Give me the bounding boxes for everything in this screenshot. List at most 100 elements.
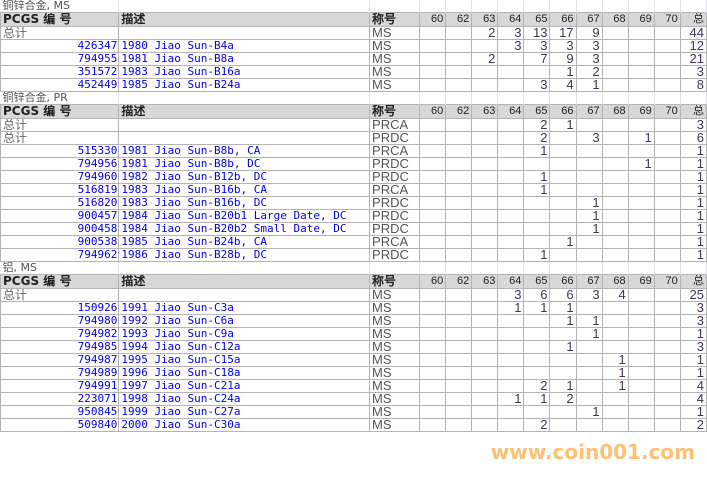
pcgs-number-link[interactable]: 794989 [0,366,120,380]
section-title: 铜锌合金, MS [0,0,120,13]
header-grade-66: 66 [549,104,577,119]
count-60 [419,131,447,145]
totals-row: 总计 MS 3 6 6 3 4 25 [0,288,707,302]
count-65 [523,353,551,367]
count-67: 9 [575,26,603,40]
count-60 [419,288,447,302]
count-62 [445,379,473,393]
description-link[interactable]: 1998 Jiao Sun-C24a [118,392,371,406]
description-link[interactable]: 1992 Jiao Sun-C6a [118,314,371,328]
count-66 [549,353,577,367]
description-link[interactable]: 1984 Jiao Sun-B20b1 Large Date, DC [118,209,371,223]
description-link[interactable]: 1999 Jiao Sun-C27a [118,405,371,419]
count-63 [471,170,499,184]
count-65: 7 [523,52,551,66]
pcgs-number-link[interactable]: 794980 [0,314,120,328]
pcgs-number-link[interactable]: 223071 [0,392,120,406]
pcgs-number-link[interactable]: 794985 [0,340,120,354]
count-65 [523,65,551,79]
description-link[interactable]: 1995 Jiao Sun-C15a [118,353,371,367]
pcgs-number-link[interactable]: 515330 [0,144,120,158]
designation: MS [369,353,421,367]
pcgs-number-link[interactable]: 426347 [0,39,120,53]
count-66: 4 [549,78,577,92]
count-60 [419,78,447,92]
description-link[interactable]: 1983 Jiao Sun-B16b, CA [118,183,371,197]
row-total: 8 [679,78,707,92]
row-total: 1 [679,209,707,223]
designation: MS [369,26,421,40]
pcgs-number-link[interactable]: 794960 [0,170,120,184]
section-title: 铝, MS [0,261,120,275]
header-grade-60: 60 [419,274,447,289]
description-link[interactable]: 1983 Jiao Sun-B16b, DC [118,196,371,210]
description-link[interactable]: 1986 Jiao Sun-B28b, DC [118,248,371,262]
description-link[interactable]: 1982 Jiao Sun-B12b, DC [118,170,371,184]
pcgs-number-link[interactable]: 794962 [0,248,120,262]
pcgs-number-link[interactable]: 516819 [0,183,120,197]
header-grade-68: 68 [601,12,629,27]
pcgs-number-link[interactable]: 794991 [0,379,120,393]
description-link[interactable]: 1996 Jiao Sun-C18a [118,366,371,380]
description-link[interactable]: 1991 Jiao Sun-C3a [118,301,371,315]
count-68 [601,314,629,328]
count-68 [601,209,629,223]
count-68 [601,26,629,40]
pcgs-number-link[interactable]: 794956 [0,157,120,171]
count-60 [419,353,447,367]
description-link[interactable]: 1984 Jiao Sun-B20b2 Small Date, DC [118,222,371,236]
description-link[interactable]: 2000 Jiao Sun-C30a [118,418,371,432]
pcgs-number-link[interactable]: 351572 [0,65,120,79]
count-66: 1 [549,314,577,328]
count-64 [497,52,525,66]
pcgs-number-link[interactable]: 900457 [0,209,120,223]
description-link[interactable]: 1981 Jiao Sun-B8b, DC [118,157,371,171]
pcgs-number-link[interactable]: 950845 [0,405,120,419]
designation: MS [369,340,421,354]
pcgs-number-link[interactable]: 794982 [0,327,120,341]
description-link[interactable]: 1994 Jiao Sun-C12a [118,340,371,354]
count-62 [445,405,473,419]
description-link[interactable]: 1980 Jiao Sun-B4a [118,39,371,53]
count-63 [471,379,499,393]
pcgs-number-link[interactable]: 452449 [0,78,120,92]
count-67 [575,248,603,262]
count-70 [653,78,681,92]
designation: MS [369,65,421,79]
count-68 [601,327,629,341]
count-64 [497,170,525,184]
pcgs-number-link[interactable]: 794987 [0,353,120,367]
header-grade-65: 65 [523,12,551,27]
pcgs-number-link[interactable]: 900538 [0,235,120,249]
header-total: 总 [679,104,707,119]
count-62 [445,327,473,341]
designation: MS [369,39,421,53]
row-total: 1 [679,196,707,210]
count-64: 3 [497,39,525,53]
description-link[interactable]: 1993 Jiao Sun-C9a [118,327,371,341]
count-68 [601,340,629,354]
count-60 [419,301,447,315]
pcgs-number-link[interactable]: 150926 [0,301,120,315]
row-total: 21 [679,52,707,66]
description-link[interactable]: 1985 Jiao Sun-B24b, CA [118,235,371,249]
count-67 [575,353,603,367]
description-link[interactable]: 1985 Jiao Sun-B24a [118,78,371,92]
total-label: 总计 [0,118,120,132]
pcgs-number-link[interactable]: 900458 [0,222,120,236]
designation: PRDC [369,170,421,184]
pcgs-number-link[interactable]: 794955 [0,52,120,66]
description-link[interactable]: 1981 Jiao Sun-B8a [118,52,371,66]
pcgs-number-link[interactable]: 516820 [0,196,120,210]
description-link[interactable]: 1997 Jiao Sun-C21a [118,379,371,393]
description-link[interactable]: 1981 Jiao Sun-B8b, CA [118,144,371,158]
description-link[interactable]: 1983 Jiao Sun-B16a [118,65,371,79]
section-title-row: 铜锌合金, PR [0,91,707,105]
count-69 [627,196,655,210]
count-69 [627,288,655,302]
count-60 [419,379,447,393]
pcgs-number-link[interactable]: 509840 [0,418,120,432]
count-68 [601,52,629,66]
count-63 [471,222,499,236]
blank-cell [419,91,447,105]
